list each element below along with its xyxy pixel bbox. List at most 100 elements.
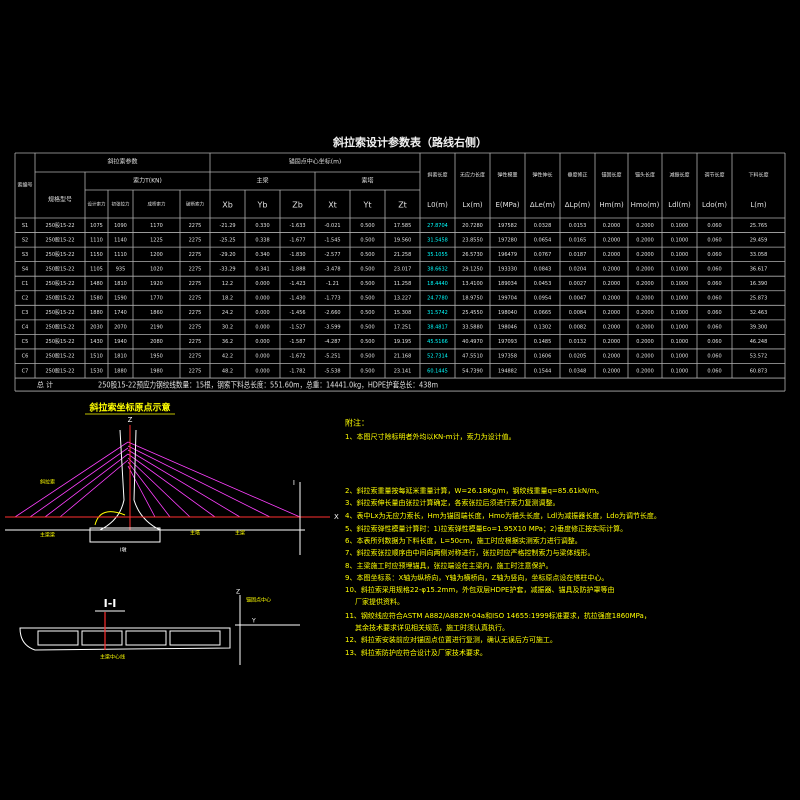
header-text: 索力T(KN) <box>133 177 162 185</box>
label: 主梁中心线 <box>100 654 125 661</box>
cell: 198040 <box>498 310 517 316</box>
cell: 0.341 <box>255 266 269 272</box>
header-text: 规格型号 <box>48 196 72 204</box>
cell: 52.7314 <box>427 354 448 360</box>
cell: 2275 <box>189 339 202 345</box>
cell: 35.1055 <box>427 252 448 258</box>
cell: 46.248 <box>750 339 768 345</box>
header-text: 减振长度 <box>669 172 689 179</box>
cell: 250股15-22 <box>45 310 74 316</box>
cell: 1770 <box>150 296 163 302</box>
cell: 0.500 <box>360 325 374 331</box>
cell: 2275 <box>189 296 202 302</box>
header-text: Zb <box>292 201 303 210</box>
header-text: Ldl(m) <box>668 201 691 209</box>
cell: 0.500 <box>360 354 374 360</box>
cell: 21.258 <box>394 252 412 258</box>
cell: 1810 <box>114 281 127 287</box>
header-text: 主梁 <box>256 177 268 185</box>
cell: 0.0654 <box>534 237 552 243</box>
cell: 0.1000 <box>671 368 689 374</box>
cell: 17.251 <box>394 325 412 331</box>
note: 13、斜拉索防护应符合设计及厂家技术要求。 <box>345 648 487 657</box>
cell: S4 <box>22 266 28 272</box>
cell: 0.060 <box>707 223 721 229</box>
note: 其余技术要求详见相关规范，施工时须认真执行。 <box>355 623 509 632</box>
diagram-title: 斜拉索坐标原点示意 <box>88 402 170 414</box>
header-text: 斜索长度 <box>427 172 447 179</box>
header-text: 设计索力 <box>88 201 106 208</box>
cell: 197358 <box>498 354 517 360</box>
cell: 17.585 <box>394 223 412 229</box>
y-label: Y <box>251 618 256 625</box>
note: 8、主梁施工时应预埋锚具，张拉端设在主梁内，施工时注意保护。 <box>345 561 552 570</box>
header-text: 下料长度 <box>748 172 768 179</box>
cell: 0.500 <box>360 252 374 258</box>
cell: S2 <box>22 237 28 243</box>
cell: 250股15-22 <box>45 296 74 302</box>
cell: 0.1000 <box>671 252 689 258</box>
cell: 0.2000 <box>636 325 654 331</box>
cell: 0.0205 <box>569 354 587 360</box>
cell: 0.1302 <box>534 325 552 331</box>
cell: 1950 <box>150 354 163 360</box>
cell: 1110 <box>90 237 103 243</box>
cables <box>14 441 301 518</box>
cell: 1880 <box>114 368 127 374</box>
note: 厂家提供资料。 <box>355 597 404 606</box>
cell: 0.0027 <box>569 281 587 287</box>
cell: 60.1445 <box>427 368 448 374</box>
cell: 2030 <box>90 325 103 331</box>
notes: 1、本图尺寸除标明者外均以KN-m计，索力为设计值。 2、斜拉索重量按每延米重量计… <box>345 432 661 657</box>
cell: 0.2000 <box>636 266 654 272</box>
cell: 1480 <box>90 281 103 287</box>
cell: 250股15-22 <box>45 252 74 258</box>
cell: 0.060 <box>707 310 721 316</box>
header-text: 锚头长度 <box>635 172 655 179</box>
cell: 0.0328 <box>534 223 552 229</box>
cell: 42.2 <box>222 354 233 360</box>
cell: 15.308 <box>394 310 412 316</box>
cell: 33.058 <box>750 252 768 258</box>
cell: 12.2 <box>222 281 233 287</box>
cell: -3.478 <box>324 266 340 272</box>
cell: 0.000 <box>255 296 269 302</box>
header-text: Xb <box>222 201 233 210</box>
cell: 0.500 <box>360 266 374 272</box>
cell: 2275 <box>189 354 202 360</box>
cell: 935 <box>116 266 126 272</box>
cell: 0.1000 <box>671 339 689 345</box>
box-girder <box>19 627 231 651</box>
cell: 0.2000 <box>603 281 621 287</box>
cell: 13.227 <box>394 296 412 302</box>
cell: 2275 <box>189 237 202 243</box>
cell: 25.4550 <box>462 310 483 316</box>
header-text: L(m) <box>750 201 766 209</box>
cell: 2275 <box>189 266 202 272</box>
cell: -1.430 <box>289 296 305 302</box>
cell: 0.0348 <box>569 368 587 374</box>
header-text: 锚固点中心坐标(m) <box>289 158 342 166</box>
cell: 0.2000 <box>636 223 654 229</box>
header-text: Lx(m) <box>462 201 483 209</box>
header-text: L0(m) <box>427 201 448 209</box>
note: 11、钢绞线应符合ASTM A882/A882M-04a和ISO 14655:1… <box>345 611 651 620</box>
cell: 1920 <box>150 281 163 287</box>
cell: 1150 <box>90 252 103 258</box>
cell: 2275 <box>189 281 202 287</box>
cell: 0.000 <box>255 310 269 316</box>
cell: 0.500 <box>360 310 374 316</box>
pier-label: I墩 <box>120 547 126 554</box>
cell: C1 <box>22 281 29 287</box>
cable-diagram: 斜拉索坐标原点示意 Z X 斜拉索 主梁梁 主塔 主梁 I墩 I <box>5 402 339 555</box>
z-label: Z <box>128 416 133 424</box>
cell <box>125 630 167 646</box>
cell: 1170 <box>150 223 163 229</box>
cell: 0.2000 <box>636 354 654 360</box>
section-title: I-I <box>104 597 117 610</box>
header-text: Ldo(m) <box>702 201 727 209</box>
cell: 250股15-22 <box>45 266 74 272</box>
